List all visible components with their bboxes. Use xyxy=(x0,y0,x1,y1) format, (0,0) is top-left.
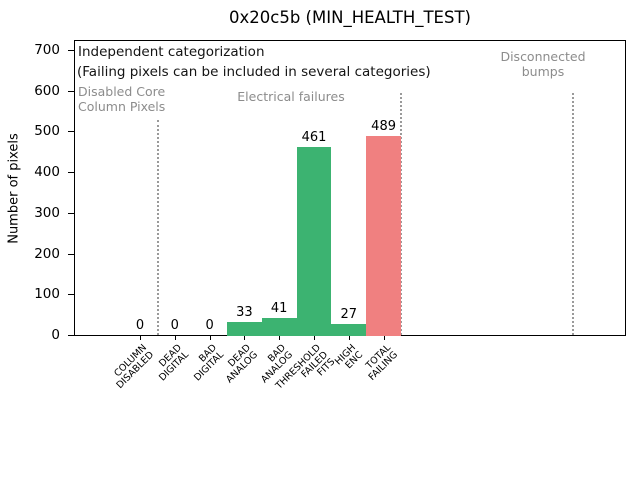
bar-value-label: 0 xyxy=(170,318,179,333)
separator-dotted-line xyxy=(572,93,574,335)
bar-value-label: 41 xyxy=(270,301,288,317)
x-tick-mark xyxy=(140,336,141,340)
plot-area xyxy=(74,40,626,336)
bar-value-label: 461 xyxy=(301,130,327,146)
bar xyxy=(366,135,401,336)
annotation-region-electrical-failures: Electrical failures xyxy=(237,89,345,104)
y-tick-mark xyxy=(68,335,74,336)
y-tick-label: 200 xyxy=(34,245,60,262)
x-tick-mark xyxy=(174,336,176,340)
y-tick-label: 500 xyxy=(34,123,60,140)
x-tick-mark xyxy=(314,336,315,340)
y-tick-mark xyxy=(68,294,74,296)
x-tick-mark xyxy=(279,336,281,340)
chart-title: 0x20c5b (MIN_HEALTH_TEST) xyxy=(229,8,471,27)
bar xyxy=(227,321,262,336)
annotation-independent-categorization: Independent categorization xyxy=(78,44,265,60)
y-tick-label: 700 xyxy=(34,42,60,58)
y-tick-label: 300 xyxy=(34,204,60,221)
y-tick-mark xyxy=(68,131,74,133)
y-tick-mark xyxy=(68,90,74,92)
annotation-region-disconnected-bumps: Disconnected bumps xyxy=(500,49,586,79)
y-tick-label: 0 xyxy=(51,327,60,343)
y-tick-label: 600 xyxy=(34,82,60,99)
x-tick-mark xyxy=(244,336,246,340)
bar xyxy=(331,324,367,336)
y-tick-mark xyxy=(68,212,74,214)
bar-value-label: 0 xyxy=(205,318,214,333)
separator-dotted-line xyxy=(156,120,159,335)
annotation-region-disabled-core-column-pixels: Disabled Core Column Pixels xyxy=(78,84,166,114)
bar-value-label: 33 xyxy=(236,304,253,320)
x-tick-mark xyxy=(348,336,350,340)
y-tick-mark xyxy=(68,253,74,255)
x-tick-mark xyxy=(209,336,211,340)
x-tick-mark xyxy=(383,336,385,340)
bar-value-label: 27 xyxy=(340,307,358,322)
y-tick-mark xyxy=(68,50,74,51)
annotation-failing-note: (Failing pixels can be included in sever… xyxy=(77,64,431,80)
bar xyxy=(261,318,297,336)
bar-value-label: 0 xyxy=(135,318,145,333)
y-tick-mark xyxy=(68,172,74,174)
y-tick-label: 100 xyxy=(34,286,60,303)
bar-value-label: 489 xyxy=(371,118,396,134)
bar xyxy=(296,147,332,336)
y-tick-label: 400 xyxy=(34,164,60,181)
